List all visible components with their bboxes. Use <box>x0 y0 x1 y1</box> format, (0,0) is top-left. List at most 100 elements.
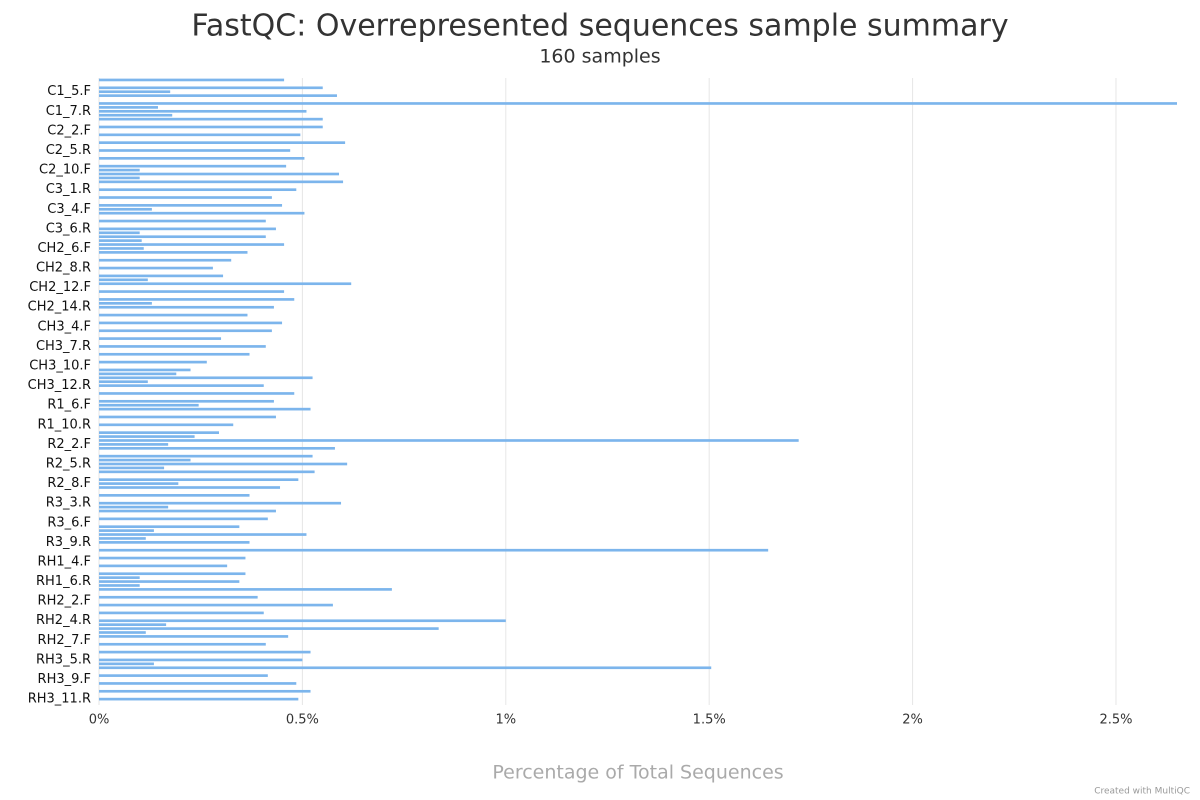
bar <box>99 164 287 168</box>
bar <box>99 435 195 438</box>
bar <box>99 556 246 560</box>
y-tick-label: R3_6.F <box>47 515 91 530</box>
bar <box>99 313 248 317</box>
bar <box>99 407 311 411</box>
bar <box>99 682 297 685</box>
bar <box>99 482 179 485</box>
bar <box>99 384 264 387</box>
bar <box>99 525 240 529</box>
bar <box>99 439 799 442</box>
y-tick-label: R3_3.R <box>46 496 91 511</box>
bar <box>99 360 207 364</box>
bar <box>99 470 315 474</box>
bar <box>99 345 266 348</box>
bar <box>99 258 232 262</box>
bar <box>99 689 311 693</box>
y-tick-label: C2_2.F <box>47 123 91 138</box>
bar <box>99 423 234 427</box>
bar <box>99 403 199 407</box>
bar <box>99 431 220 434</box>
x-tick-label: 2% <box>902 713 923 728</box>
chart-subtitle: 160 samples <box>539 46 660 68</box>
bar <box>99 211 305 215</box>
bar <box>99 627 439 630</box>
bar <box>99 188 297 192</box>
y-tick-label: R2_8.F <box>47 476 91 491</box>
bar <box>99 94 337 97</box>
bar <box>99 541 250 544</box>
y-tick-label: CH2_12.F <box>29 280 91 295</box>
bar <box>99 207 152 211</box>
bar <box>99 611 264 615</box>
bar <box>99 509 276 513</box>
bar <box>99 290 285 293</box>
bar <box>99 372 177 376</box>
bar <box>99 168 140 172</box>
y-tick-label: R1_6.F <box>47 398 91 413</box>
y-tick-label: CH3_10.F <box>29 359 91 374</box>
y-tick-label: CH3_7.R <box>36 339 91 354</box>
y-tick-label: RH3_9.F <box>38 672 91 687</box>
bar <box>99 235 266 239</box>
bar <box>99 635 289 638</box>
y-tick-label: CH2_8.R <box>36 261 91 276</box>
bar <box>99 282 352 286</box>
bar <box>99 564 228 568</box>
bar <box>99 301 152 305</box>
y-tick-label: RH3_11.R <box>28 692 91 707</box>
x-axis-label: Percentage of Total Sequences <box>492 762 783 784</box>
y-tick-label: RH3_5.R <box>36 652 91 667</box>
bar <box>99 90 171 94</box>
bar <box>99 501 342 505</box>
x-tick-label: 0% <box>89 713 110 728</box>
bar <box>99 149 291 152</box>
bar <box>99 588 392 591</box>
bar <box>99 329 272 333</box>
bar <box>99 650 311 654</box>
bar <box>99 642 266 646</box>
bar <box>99 109 307 113</box>
bar <box>99 533 307 536</box>
bar <box>99 125 323 129</box>
bar <box>99 662 154 666</box>
bar <box>99 321 283 325</box>
bar <box>99 376 313 380</box>
bar <box>99 576 140 579</box>
bar <box>99 446 335 450</box>
bar <box>99 572 246 576</box>
bar <box>99 78 285 82</box>
y-tick-label: CH3_4.F <box>37 319 91 334</box>
y-tick-label: C2_10.F <box>39 163 91 178</box>
bar <box>99 603 333 607</box>
y-tick-label: R1_10.R <box>37 417 91 432</box>
bar <box>99 619 506 623</box>
bar <box>99 172 340 176</box>
bar <box>99 697 299 701</box>
x-tick-label: 0.5% <box>286 713 319 728</box>
y-tick-label: RH2_7.F <box>38 633 91 648</box>
bar <box>99 305 274 309</box>
bar <box>99 623 167 626</box>
y-tick-label: CH2_14.R <box>28 300 91 315</box>
bar <box>99 580 240 583</box>
x-tick-label: 1.5% <box>693 713 726 728</box>
bar <box>99 274 224 278</box>
bar <box>99 196 272 199</box>
bar <box>99 595 258 599</box>
bar <box>99 658 303 662</box>
y-tick-label: CH3_12.R <box>28 378 91 393</box>
bar <box>99 458 191 462</box>
bar <box>99 494 250 497</box>
y-tick-label: C1_7.R <box>46 104 91 119</box>
bar <box>99 415 276 419</box>
bar <box>99 106 158 109</box>
bar <box>99 548 769 552</box>
bar <box>99 537 146 540</box>
bar <box>99 243 285 246</box>
y-tick-label: R2_5.R <box>46 456 91 471</box>
bar <box>99 529 154 532</box>
bar <box>99 486 281 489</box>
bar <box>99 278 148 282</box>
y-tick-label: C2_5.R <box>46 143 91 158</box>
